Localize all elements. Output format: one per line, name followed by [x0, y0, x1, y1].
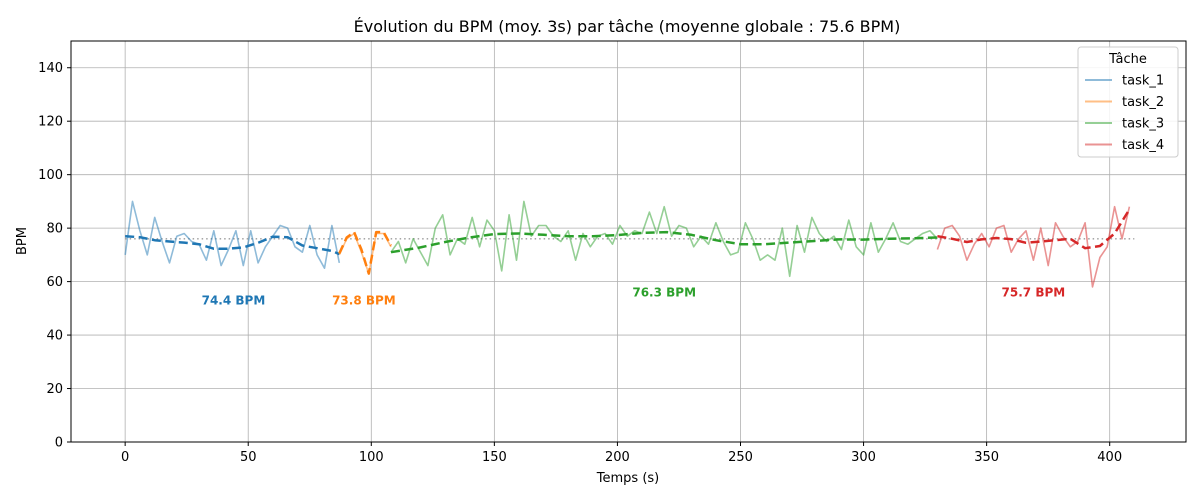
- smooth-line-task_3: [390, 230, 938, 254]
- y-tick-label: 0: [55, 436, 63, 451]
- legend-title: Tâche: [1108, 52, 1147, 67]
- x-tick-label: 400: [1097, 450, 1122, 465]
- y-tick-label: 60: [46, 275, 63, 290]
- y-tick-label: 100: [38, 168, 63, 183]
- legend: Tâche task_1 task_2 task_3 task_4: [1077, 46, 1179, 158]
- legend-frame: [1077, 46, 1179, 158]
- x-tick-label: 50: [240, 450, 257, 465]
- smooth-line-task_2: [338, 230, 393, 275]
- legend-label-task_4: task_4: [1122, 138, 1164, 153]
- axis-ticks: 0 50 100 150 200 250 300 350 400 0 20 40 60 80 100 120 1…: [38, 61, 1122, 465]
- x-tick-label: 350: [974, 450, 999, 465]
- y-tick-label: 40: [46, 329, 63, 344]
- y-tick-label: 140: [38, 61, 63, 76]
- y-tick-label: 20: [46, 382, 63, 397]
- raw-line-task_3: [390, 200, 938, 278]
- y-tick-label: 120: [38, 115, 63, 130]
- legend-label-task_3: task_3: [1122, 117, 1164, 132]
- y-axis-title: BPM: [15, 227, 30, 255]
- x-tick-label: 100: [359, 450, 384, 465]
- legend-label-task_1: task_1: [1122, 74, 1164, 89]
- legend-items: task_1 task_2 task_3 task_4: [1085, 74, 1164, 153]
- x-tick-label: 300: [851, 450, 876, 465]
- x-tick-label: 200: [605, 450, 630, 465]
- plot-frame: [70, 40, 1187, 443]
- mean-label-task_4: 75.7 BPM: [1002, 285, 1066, 299]
- plot-marks: 74.4 BPM 73.8 BPM 76.3 BPM 75.7 BPM: [124, 200, 1135, 307]
- mean-label-task_1: 74.4 BPM: [202, 293, 266, 307]
- raw-line-task_4: [936, 205, 1131, 288]
- x-tick-label: 250: [728, 450, 753, 465]
- smooth-line-task_4: [937, 208, 1131, 250]
- mean-label-task_3: 76.3 BPM: [632, 285, 696, 299]
- x-axis-title: Temps (s): [596, 471, 659, 486]
- smooth-line-task_1: [125, 234, 340, 256]
- raw-line-task_1: [124, 200, 341, 270]
- chart-title: Évolution du BPM (moy. 3s) par tâche (mo…: [354, 17, 901, 36]
- mean-label-task_2: 73.8 BPM: [332, 293, 396, 307]
- y-tick-label: 80: [46, 222, 63, 237]
- legend-label-task_2: task_2: [1122, 95, 1164, 110]
- x-tick-label: 150: [482, 450, 507, 465]
- x-tick-label: 0: [121, 450, 129, 465]
